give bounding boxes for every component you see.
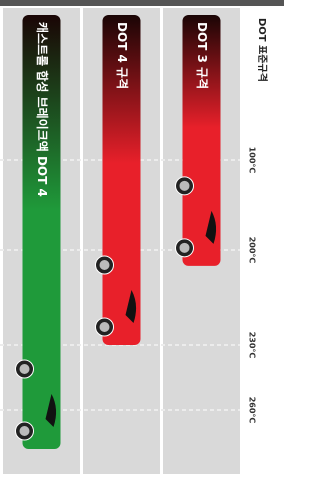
- bar-label: DOT 3 규격: [195, 22, 210, 89]
- hub: [100, 260, 110, 270]
- hub: [100, 322, 110, 332]
- chart: DOT 표준규격 100°C 200°C 230°C 260°C DOT 3 규격 DOT…: [0, 0, 284, 479]
- y-tick-label: 200°C: [248, 237, 257, 264]
- bar-label: DOT 4 규격: [115, 22, 130, 89]
- bar-label: 캐스트롤 합성 브레이크액 DOT 4: [35, 22, 50, 197]
- hub: [20, 364, 30, 374]
- top-border: [0, 0, 284, 6]
- y-tick-label: 230°C: [248, 332, 257, 359]
- hub: [180, 243, 190, 253]
- axis-label: DOT 표준규격: [256, 18, 269, 82]
- hub: [180, 181, 190, 191]
- hub: [20, 426, 30, 436]
- y-tick-label: 260°C: [248, 397, 257, 424]
- y-tick-label: 100°C: [248, 147, 257, 174]
